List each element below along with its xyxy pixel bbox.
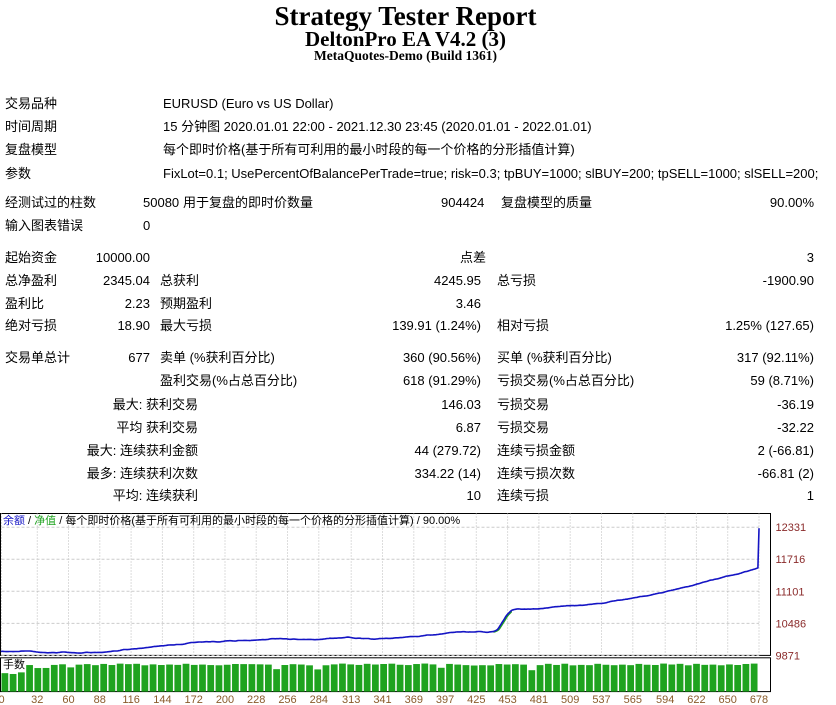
svg-text:594: 594 (656, 694, 674, 705)
svg-text:144: 144 (153, 694, 171, 705)
svg-text:256: 256 (278, 694, 296, 705)
svg-text:453: 453 (498, 694, 516, 705)
svg-text:284: 284 (310, 694, 328, 705)
svg-text:650: 650 (719, 694, 737, 705)
svg-text:手数: 手数 (3, 657, 25, 671)
svg-text:11716: 11716 (776, 554, 806, 566)
svg-text:565: 565 (624, 694, 642, 705)
svg-text:369: 369 (405, 694, 423, 705)
svg-text:88: 88 (94, 694, 106, 705)
svg-text:425: 425 (467, 694, 485, 705)
svg-text:60: 60 (62, 694, 74, 705)
svg-text:678: 678 (750, 694, 768, 705)
svg-text:12331: 12331 (776, 522, 807, 534)
svg-text:509: 509 (561, 694, 579, 705)
svg-text:0: 0 (0, 694, 5, 705)
svg-text:172: 172 (185, 694, 203, 705)
svg-text:116: 116 (122, 694, 140, 705)
svg-text:481: 481 (530, 694, 548, 705)
svg-text:537: 537 (592, 694, 610, 705)
svg-text:313: 313 (342, 694, 360, 705)
svg-text:10486: 10486 (776, 618, 807, 630)
svg-text:397: 397 (436, 694, 454, 705)
svg-text:11101: 11101 (776, 586, 805, 598)
svg-text:622: 622 (687, 694, 705, 705)
svg-text:32: 32 (31, 694, 43, 705)
svg-text:余额 / 净值 / 每个即时价格(基于所有可利用的最小时段的: 余额 / 净值 / 每个即时价格(基于所有可利用的最小时段的每一个价格的分形插值… (3, 513, 460, 527)
svg-text:9871: 9871 (776, 650, 800, 662)
svg-text:341: 341 (373, 694, 391, 705)
svg-text:200: 200 (216, 694, 234, 705)
svg-text:228: 228 (247, 694, 265, 705)
